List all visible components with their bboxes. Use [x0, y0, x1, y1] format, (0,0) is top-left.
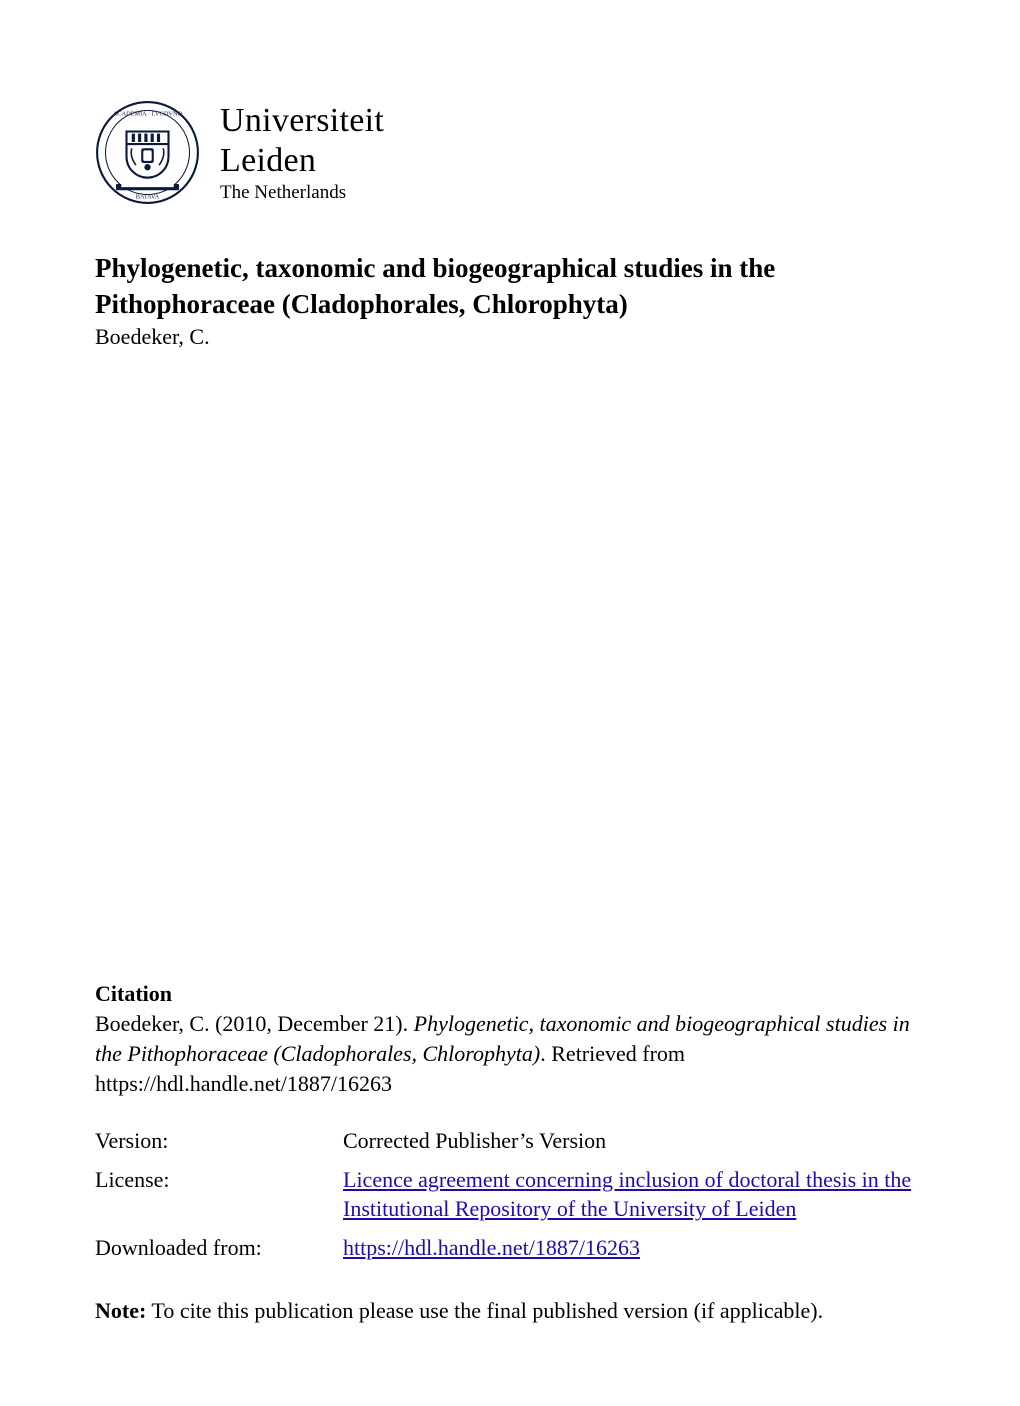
citation-text: Boedeker, C. (2010, December 21). Phylog…: [95, 1009, 925, 1098]
document-title: Phylogenetic, taxonomic and biogeographi…: [95, 251, 925, 322]
meta-value-version: Corrected Publisher’s Version: [343, 1126, 925, 1155]
license-link[interactable]: Licence agreement concerning inclusion o…: [343, 1167, 911, 1221]
document-author: Boedeker, C.: [95, 324, 925, 350]
university-name: Universiteit: [220, 101, 384, 140]
citation-block: Citation Boedeker, C. (2010, December 21…: [95, 981, 925, 1098]
university-text-block: Universiteit Leiden The Netherlands: [220, 101, 384, 203]
vertical-spacer: [95, 356, 925, 981]
header: ACADEMIA · LVGDVNO BATAVA Universiteit: [95, 100, 925, 205]
note-block: Note: To cite this publication please us…: [95, 1296, 925, 1326]
meta-label-license: License:: [95, 1165, 343, 1223]
title-block: Phylogenetic, taxonomic and biogeographi…: [95, 251, 925, 350]
university-country: The Netherlands: [220, 182, 384, 204]
note-text: To cite this publication please use the …: [146, 1298, 823, 1323]
repository-cover-page: ACADEMIA · LVGDVNO BATAVA Universiteit: [0, 0, 1020, 1406]
citation-prefix: Boedeker, C. (2010, December 21).: [95, 1011, 414, 1036]
meta-value-downloaded-from: https://hdl.handle.net/1887/16263: [343, 1233, 925, 1262]
note-label: Note:: [95, 1298, 146, 1323]
meta-value-license: Licence agreement concerning inclusion o…: [343, 1165, 925, 1223]
citation-heading: Citation: [95, 981, 925, 1007]
meta-label-version: Version:: [95, 1126, 343, 1155]
downloaded-from-link[interactable]: https://hdl.handle.net/1887/16263: [343, 1235, 640, 1260]
svg-text:ACADEMIA · LVGDVNO: ACADEMIA · LVGDVNO: [113, 111, 183, 118]
metadata-table: Version: Corrected Publisher’s Version L…: [95, 1126, 925, 1262]
meta-label-downloaded-from: Downloaded from:: [95, 1233, 343, 1262]
leiden-university-crest-icon: ACADEMIA · LVGDVNO BATAVA: [95, 100, 200, 205]
university-city: Leiden: [220, 141, 384, 180]
svg-text:BATAVA: BATAVA: [136, 194, 160, 201]
